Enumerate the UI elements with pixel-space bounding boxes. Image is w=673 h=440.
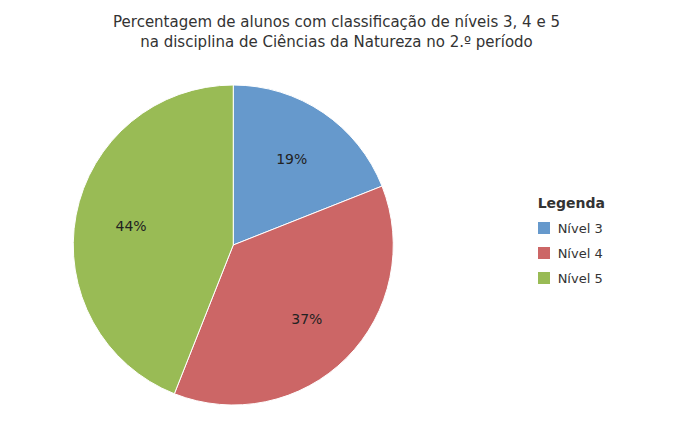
html-text:Percentagem de alunos com clas: Percentagem de alunos com classificação …	[113, 13, 560, 51]
html-text:Nível 4: Nível 4	[557, 245, 603, 261]
svg-text:19%: 19%	[276, 151, 307, 167]
svg-text:37%: 37%	[291, 311, 322, 327]
html-text:Nível 3: Nível 3	[557, 220, 603, 236]
html-text:Nível 5: Nível 5	[557, 270, 603, 286]
html-text:Legenda: Legenda	[537, 194, 605, 211]
svg-text:44%: 44%	[116, 218, 147, 234]
